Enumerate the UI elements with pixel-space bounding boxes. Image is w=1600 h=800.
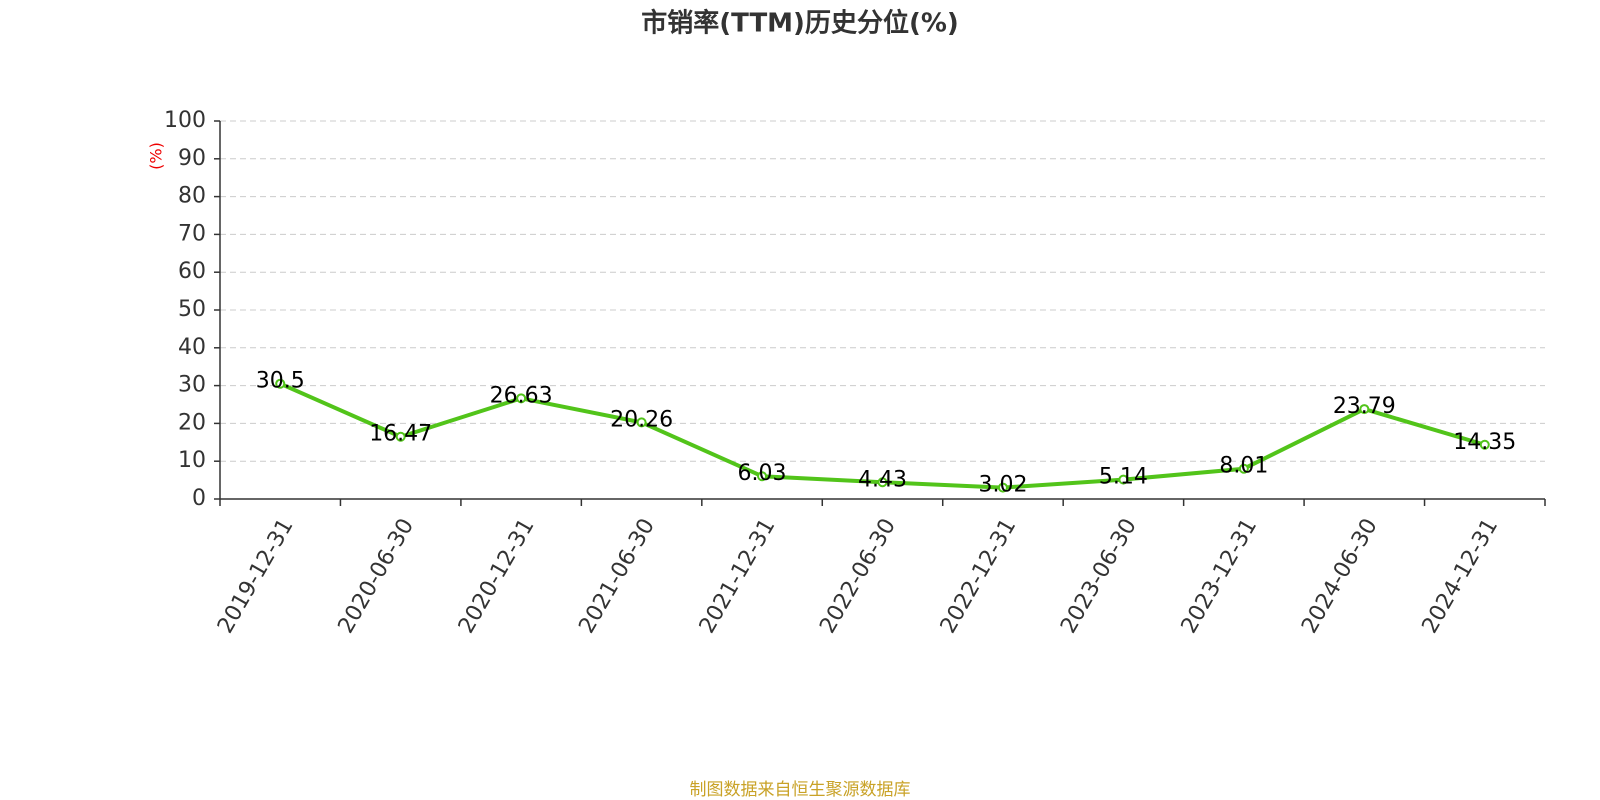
x-tick-label: 2023-12-31 xyxy=(1177,515,1263,638)
data-label: 14.35 xyxy=(1453,430,1516,455)
x-tick-label: 2024-12-31 xyxy=(1418,515,1504,638)
x-tick-label: 2023-06-30 xyxy=(1056,515,1142,638)
y-tick-label: 70 xyxy=(178,221,206,246)
x-tick-label: 2020-06-30 xyxy=(333,515,419,638)
y-tick-label: 40 xyxy=(178,335,206,360)
y-tick-label: 80 xyxy=(178,184,206,209)
data-label: 8.01 xyxy=(1219,454,1268,479)
x-tick-label: 2024-06-30 xyxy=(1297,515,1383,638)
chart-title: 市销率(TTM)历史分位(%) xyxy=(641,8,959,39)
y-tick-label: 0 xyxy=(192,486,206,511)
data-label: 26.63 xyxy=(490,383,553,408)
x-tick-label: 2022-06-30 xyxy=(815,515,901,638)
x-tick-label: 2022-12-31 xyxy=(936,515,1022,638)
point xyxy=(1238,463,1249,474)
data-label: 20.26 xyxy=(610,407,673,432)
point xyxy=(1479,439,1490,450)
y-tick-label: 90 xyxy=(178,146,206,171)
data-label: 6.03 xyxy=(738,461,787,486)
x-tick-label: 2019-12-31 xyxy=(213,515,299,638)
x-tick-label: 2020-12-31 xyxy=(454,515,540,638)
y-tick-label: 50 xyxy=(178,297,206,322)
data-label: 30.5 xyxy=(256,369,305,394)
y-tick-label: 100 xyxy=(164,108,206,133)
point xyxy=(275,378,286,389)
point xyxy=(877,477,888,488)
data-label: 23.79 xyxy=(1333,394,1396,419)
data-label: 5.14 xyxy=(1099,465,1148,490)
y-axis-label: (%) xyxy=(147,142,166,170)
y-tick-label: 60 xyxy=(178,259,206,284)
x-tick-label: 2021-12-31 xyxy=(695,515,781,638)
point xyxy=(997,482,1008,493)
y-tick-label: 10 xyxy=(178,448,206,473)
point xyxy=(757,471,768,482)
data-label: 3.02 xyxy=(978,473,1027,498)
point xyxy=(1118,474,1129,485)
point xyxy=(395,431,406,442)
data-label: 4.43 xyxy=(858,467,907,492)
y-tick-label: 20 xyxy=(178,410,206,435)
x-tick-label: 2021-06-30 xyxy=(574,515,660,638)
point xyxy=(1359,404,1370,415)
point xyxy=(516,393,527,404)
y-tick-label: 30 xyxy=(178,373,206,398)
data-label: 16.47 xyxy=(369,422,432,447)
source-note: 制图数据来自恒生聚源数据库 xyxy=(690,780,911,800)
point xyxy=(636,417,647,428)
